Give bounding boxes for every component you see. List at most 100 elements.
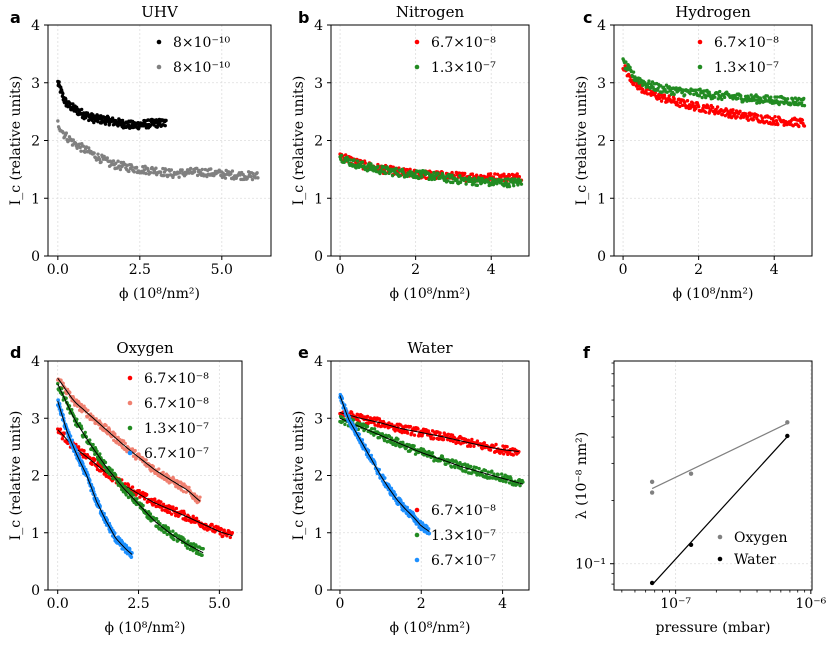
data-point — [165, 532, 169, 537]
data-point — [775, 95, 779, 99]
data-point — [517, 449, 521, 454]
data-point — [67, 135, 72, 139]
data-point — [91, 442, 95, 447]
data-point — [412, 444, 416, 448]
y-tick-label: 2 — [597, 134, 606, 150]
data-point — [87, 146, 91, 150]
data-point — [662, 93, 667, 97]
data-point — [357, 432, 361, 436]
data-point — [507, 173, 512, 178]
data-point — [494, 442, 498, 447]
data-point — [688, 91, 692, 96]
data-point — [488, 172, 493, 176]
y-tick-label: 10⁻¹ — [575, 557, 606, 573]
legend-marker — [127, 450, 133, 456]
data-point — [202, 527, 207, 531]
data-point — [70, 407, 74, 412]
data-point — [624, 60, 628, 64]
data-point — [466, 438, 471, 442]
data-point — [694, 88, 698, 92]
data-point — [130, 485, 135, 489]
data-point — [365, 414, 370, 419]
panel-a: 0.0 2.5 5.0 0 1 2 3 4 UHV ϕ (10⁸/nm²) I_c (relativ… — [8, 3, 272, 302]
data-point — [251, 172, 255, 176]
x-axis-label: ϕ (10⁸/nm²) — [105, 620, 186, 636]
data-point — [416, 427, 420, 431]
x-tick-label: 2 — [694, 262, 703, 278]
data-point — [760, 116, 765, 120]
data-point — [405, 505, 409, 510]
data-point — [133, 448, 137, 453]
data-point — [720, 112, 725, 117]
data-point — [398, 174, 402, 178]
data-point — [118, 167, 123, 172]
legend-label: 1.3×10⁻⁷ — [144, 421, 209, 437]
legend-label: 6.7×10⁻⁷ — [144, 446, 209, 462]
data-point — [105, 156, 109, 160]
data-point — [755, 101, 759, 105]
data-point — [209, 167, 213, 171]
data-point — [120, 118, 125, 123]
x-tick-label: 4 — [770, 262, 779, 278]
data-point — [113, 432, 117, 436]
data-point — [153, 497, 157, 501]
data-point — [169, 168, 174, 172]
data-point — [370, 427, 374, 431]
legend-marker — [717, 556, 723, 562]
data-point — [455, 177, 459, 182]
data-point — [429, 170, 433, 175]
data-point — [458, 174, 462, 178]
data-point — [776, 122, 780, 127]
data-point — [475, 183, 480, 188]
data-point — [667, 85, 671, 89]
y-axis-label: I_c (relative units) — [291, 411, 307, 541]
data-point — [647, 79, 651, 83]
data-point — [797, 124, 801, 129]
data-point — [410, 171, 414, 175]
data-point — [191, 514, 195, 519]
data-point — [440, 454, 445, 459]
legend-marker — [127, 400, 133, 406]
data-point — [430, 451, 435, 455]
x-tick-label: 2.5 — [127, 596, 149, 612]
legend-marker — [414, 532, 420, 538]
data-point — [458, 180, 463, 185]
data-point — [802, 96, 806, 101]
data-point — [79, 424, 83, 428]
data-point — [230, 530, 234, 535]
data-point — [369, 162, 373, 166]
data-point — [493, 172, 497, 176]
y-tick-label: 3 — [31, 411, 40, 427]
y-axis-label: I_c (relative units) — [8, 76, 24, 206]
data-point — [110, 468, 114, 472]
legend-label: 8×10⁻¹⁰ — [173, 60, 230, 76]
data-point — [219, 527, 224, 532]
data-point — [180, 168, 184, 172]
data-point — [171, 529, 175, 533]
data-point — [401, 501, 405, 506]
data-point — [736, 96, 740, 101]
data-point — [501, 479, 505, 483]
data-point — [181, 489, 186, 494]
data-point — [426, 429, 431, 433]
data-point — [132, 170, 137, 174]
data-point — [86, 408, 90, 413]
data-point — [116, 159, 120, 163]
y-tick-label: 3 — [597, 76, 606, 92]
y-tick-label: 2 — [314, 469, 323, 485]
data-point — [680, 103, 685, 108]
data-point — [372, 427, 377, 431]
data-point — [230, 169, 235, 173]
data-point — [185, 546, 190, 550]
data-point — [198, 495, 202, 499]
data-point — [745, 99, 749, 103]
series-3 — [56, 398, 134, 559]
y-tick-label: 1 — [31, 191, 40, 207]
data-point — [517, 175, 522, 179]
y-tick-label: 3 — [314, 411, 323, 427]
data-point — [470, 177, 474, 182]
data-point — [432, 177, 437, 181]
data-point — [124, 493, 128, 497]
data-point — [343, 422, 347, 427]
y-tick-label: 1 — [314, 191, 323, 207]
